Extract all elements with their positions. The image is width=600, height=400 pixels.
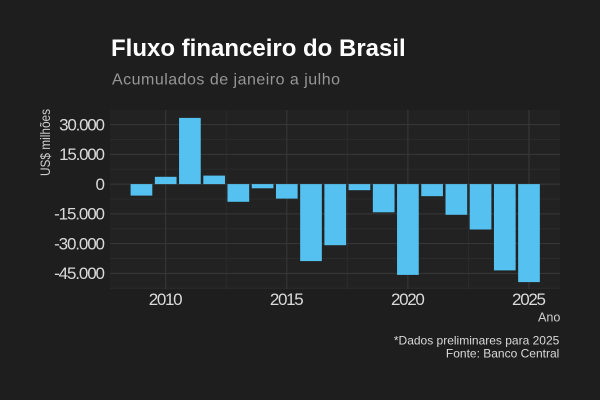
svg-text:15.000: 15.000	[59, 145, 105, 164]
svg-text:Fonte: Banco Central: Fonte: Banco Central	[446, 347, 559, 361]
svg-text:0: 0	[96, 175, 105, 194]
svg-text:Fluxo financeiro do Brasil: Fluxo financeiro do Brasil	[111, 35, 406, 62]
svg-text:US$ milhões: US$ milhões	[37, 109, 53, 176]
svg-text:2020: 2020	[391, 290, 425, 309]
svg-text:Acumulados de janeiro a julho: Acumulados de janeiro a julho	[112, 72, 340, 89]
svg-text:-30.000: -30.000	[54, 234, 105, 253]
svg-text:-45.000: -45.000	[54, 264, 105, 283]
svg-text:2025: 2025	[512, 290, 546, 309]
svg-text:2010: 2010	[149, 290, 183, 309]
svg-text:2015: 2015	[270, 290, 304, 309]
svg-text:*Dados preliminares para 2025: *Dados preliminares para 2025	[394, 333, 560, 347]
svg-text:Ano: Ano	[538, 310, 560, 324]
svg-text:-15.000: -15.000	[54, 205, 105, 224]
svg-text:30.000: 30.000	[59, 115, 105, 134]
